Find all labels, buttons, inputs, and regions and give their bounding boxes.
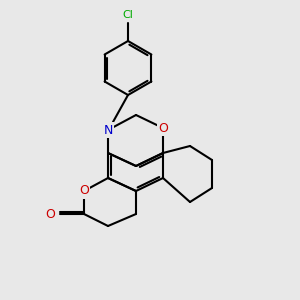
Text: O: O <box>79 184 89 197</box>
Text: Cl: Cl <box>123 10 134 20</box>
Text: O: O <box>158 122 168 134</box>
Text: N: N <box>103 124 113 136</box>
Text: O: O <box>45 208 55 220</box>
